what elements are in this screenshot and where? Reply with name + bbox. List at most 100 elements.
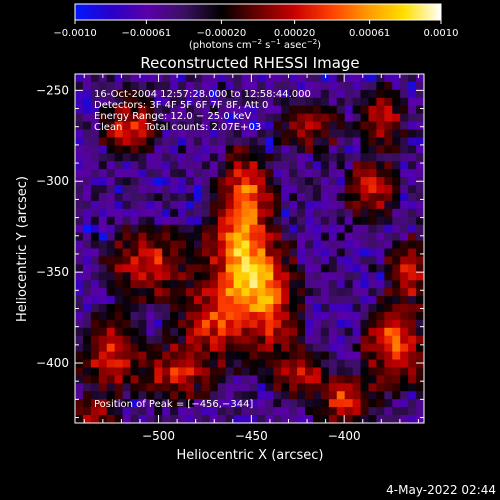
heatmap-cell: [98, 311, 108, 321]
heatmap-cell: [249, 280, 259, 289]
heatmap-cell: [217, 97, 227, 107]
heatmap-cell: [289, 311, 298, 321]
heatmap-cell: [400, 311, 409, 321]
heatmap-cell: [114, 121, 124, 131]
heatmap-cell: [241, 288, 251, 297]
heatmap-cell: [400, 288, 409, 297]
heatmap-cell: [186, 137, 195, 146]
heatmap-cell: [178, 208, 187, 218]
heatmap-cell: [289, 359, 298, 369]
heatmap-cell: [249, 208, 259, 218]
heatmap-cell: [82, 240, 92, 250]
heatmap-cell: [241, 264, 251, 273]
heatmap-cell: [217, 105, 227, 115]
heatmap-cell: [289, 240, 298, 250]
heatmap-cell: [257, 240, 266, 250]
heatmap-cell: [178, 264, 187, 273]
heatmap-cell: [336, 288, 346, 297]
heatmap-cell: [162, 304, 171, 313]
heatmap-cell: [90, 335, 100, 345]
heatmap-cell: [400, 367, 409, 377]
heatmap-cell: [146, 81, 155, 91]
heatmap-cell: [249, 224, 259, 234]
heatmap-cell: [193, 177, 203, 186]
heatmap-cell: [154, 304, 163, 313]
heatmap-cell: [233, 272, 243, 281]
heatmap-cell: [75, 81, 84, 91]
heatmap-cell: [384, 129, 393, 139]
heatmap-cell: [98, 280, 108, 289]
heatmap-cell: [320, 81, 330, 91]
heatmap-cell: [193, 248, 203, 258]
heatmap-cell: [408, 343, 417, 353]
heatmap-cell: [162, 296, 171, 305]
heatmap-cell: [400, 256, 409, 265]
heatmap-cell: [273, 391, 282, 400]
heatmap-cell: [233, 415, 243, 423]
heatmap-cell: [416, 367, 424, 377]
heatmap-cell: [265, 351, 274, 361]
heatmap-cell: [305, 351, 314, 361]
heatmap-cell: [154, 113, 163, 123]
heatmap-cell: [193, 105, 203, 115]
heatmap-cell: [146, 248, 155, 258]
heatmap-cell: [312, 192, 322, 202]
heatmap-cell: [360, 272, 370, 281]
heatmap-cell: [328, 137, 338, 146]
heatmap-cell: [162, 272, 171, 281]
heatmap-cell: [186, 343, 195, 353]
heatmap-cell: [368, 359, 378, 369]
heatmap-cell: [328, 177, 338, 186]
heatmap-cell: [138, 97, 147, 107]
heatmap-cell: [336, 296, 346, 305]
heatmap-cell: [368, 375, 378, 384]
heatmap-cell: [114, 185, 124, 194]
heatmap-cell: [328, 192, 338, 202]
heatmap-cell: [376, 240, 385, 250]
heatmap-cell: [249, 359, 259, 369]
heatmap-cell: [130, 264, 140, 273]
heatmap-cell: [122, 415, 132, 423]
heatmap-cell: [170, 161, 179, 170]
heatmap-cell: [209, 200, 219, 210]
heatmap-cell: [241, 121, 251, 131]
heatmap-cell: [186, 359, 195, 369]
heatmap-cell: [392, 407, 401, 416]
heatmap-cell: [384, 383, 393, 392]
heatmap-cell: [170, 137, 179, 146]
heatmap-cell: [233, 327, 243, 337]
heatmap-cell: [352, 161, 362, 170]
heatmap-cell: [201, 343, 211, 353]
heatmap-cell: [217, 415, 227, 423]
heatmap-cell: [178, 169, 187, 178]
heatmap-cell: [305, 288, 314, 297]
heatmap-cell: [416, 256, 424, 265]
heatmap-cell: [368, 153, 378, 162]
heatmap-cell: [98, 129, 108, 139]
heatmap-cell: [289, 129, 298, 139]
heatmap-cell: [328, 161, 338, 170]
heatmap-cell: [265, 383, 274, 392]
heatmap-cell: [114, 248, 124, 258]
heatmap-cell: [249, 177, 259, 186]
heatmap-cell: [138, 185, 147, 194]
heatmap-cell: [376, 288, 385, 297]
heatmap-cell: [360, 97, 370, 107]
heatmap-cell: [75, 153, 84, 162]
heatmap-cell: [328, 399, 338, 408]
heatmap-cell: [225, 296, 235, 305]
heatmap-cell: [178, 185, 187, 194]
heatmap-cell: [209, 383, 219, 392]
heatmap-cell: [98, 248, 108, 258]
heatmap-cell: [225, 161, 235, 170]
heatmap-cell: [241, 407, 251, 416]
heatmap-cell: [233, 200, 243, 210]
heatmap-cell: [193, 399, 203, 408]
heatmap-cell: [178, 232, 187, 242]
heatmap-cell: [273, 97, 282, 107]
heatmap-cell: [178, 383, 187, 392]
heatmap-cell: [392, 311, 401, 321]
heatmap-cell: [257, 383, 266, 392]
heatmap-cell: [281, 296, 290, 305]
heatmap-cell: [162, 319, 171, 329]
